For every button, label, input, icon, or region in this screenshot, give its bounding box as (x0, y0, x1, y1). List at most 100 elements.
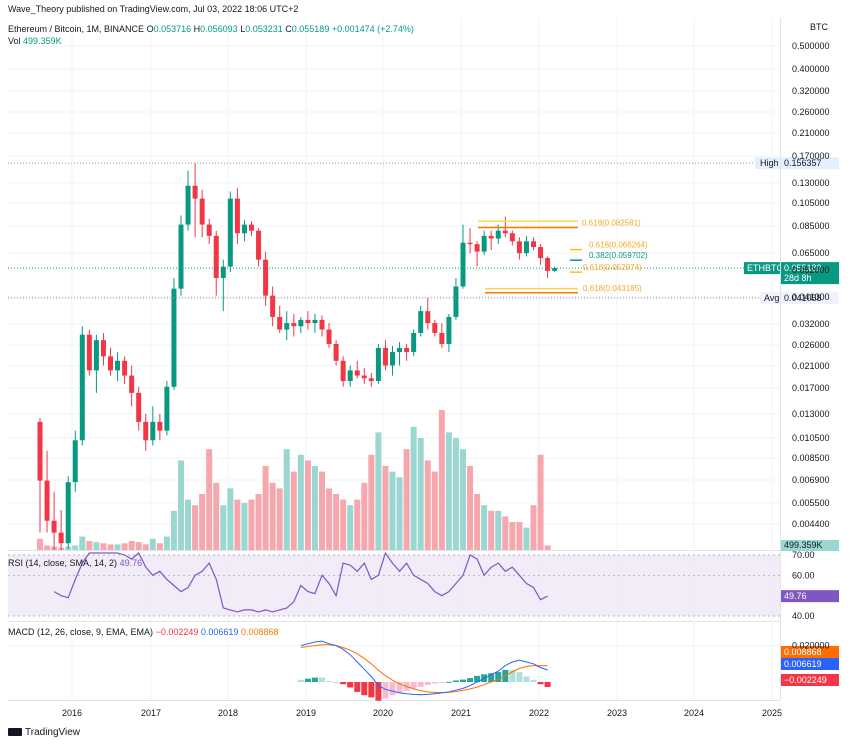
candle-body (164, 386, 170, 431)
candle-body (552, 268, 558, 271)
candle-body (227, 198, 233, 267)
candle-body (312, 319, 318, 324)
vol-badge-bg (781, 540, 839, 551)
volume-bar (213, 482, 220, 550)
volume-bar (333, 494, 340, 550)
candle-body (213, 235, 219, 279)
publisher-note: Wave_Theory published on TradingView.com… (8, 4, 299, 14)
volume-bar (311, 466, 318, 550)
macd-histogram-bar (396, 682, 403, 693)
rsi-legend: RSI (14, close, SMA, 14, 2) 49.76 (8, 558, 142, 568)
symbol-name: Ethereum / Bitcoin, 1M, BINANCE (8, 24, 145, 34)
candle-body (284, 323, 290, 330)
volume-bar (495, 510, 502, 550)
candle-body (404, 347, 410, 353)
volume-bar (368, 454, 375, 550)
candle-body (199, 198, 205, 225)
volume-bar (156, 543, 163, 550)
candle-body (185, 185, 191, 225)
macd-hist-value: −0.002249 (155, 627, 199, 637)
candle-body (488, 235, 494, 239)
high-label: High (760, 158, 779, 168)
volume-bar (297, 454, 304, 550)
macd-line-value: 0.006619 (200, 627, 239, 637)
macd-badge-value: 0.006619 (784, 659, 822, 669)
candles (37, 163, 558, 550)
candle-body (234, 198, 240, 234)
tradingview-logo-icon (8, 728, 22, 737)
volume-bar (255, 494, 262, 550)
volume-bar (234, 499, 241, 550)
low-value: 0.053231 (245, 24, 283, 34)
candle-body (150, 421, 156, 441)
tradingview-brand[interactable]: TradingView (8, 727, 80, 738)
fib-label: 0.382(0.059702) (589, 251, 648, 260)
volume-bar (100, 543, 107, 550)
candle-body (333, 343, 339, 361)
x-tick-label: 2017 (141, 708, 161, 718)
volume-bar (37, 538, 43, 550)
macd-legend: MACD (12, 26, close, 9, EMA, EMA) −0.002… (8, 627, 278, 637)
price-tick-label: 0.170000 (792, 151, 830, 161)
volume-value: 499.359K (23, 36, 62, 46)
candle-body (51, 520, 57, 533)
volume-bar (192, 505, 199, 550)
macd-histogram-bar (347, 682, 354, 688)
x-tick-label: 2021 (451, 708, 471, 718)
candle-body (319, 319, 325, 330)
candle-body (516, 241, 522, 254)
high-badge-value: 0.156357 (784, 158, 822, 168)
avg-label: Avg (764, 293, 779, 303)
volume-bar (474, 494, 481, 550)
candle-body (474, 244, 480, 252)
volume-bar (304, 460, 311, 550)
fib-label: 0.618(0.082581) (582, 218, 641, 227)
volume-bar (516, 522, 523, 550)
volume-bar (170, 510, 177, 550)
high-badge-bg (781, 157, 839, 170)
vol-badge-value: 499.359K (784, 540, 823, 550)
price-tick-label: 0.500000 (792, 41, 830, 51)
price-tick-label: 0.005500 (792, 498, 830, 508)
rsi-badge-bg (781, 590, 839, 603)
last-price-badge-bg (781, 262, 839, 285)
volume-bar (326, 488, 333, 550)
brand-name: TradingView (25, 727, 81, 738)
candle-body (192, 185, 198, 199)
volume-bar (86, 541, 93, 550)
macd-signal-value: 0.008868 (240, 627, 279, 637)
candle-body (390, 352, 395, 366)
rsi-line (53, 551, 548, 613)
macd-histogram-bar (438, 682, 445, 683)
volume-bar (375, 432, 382, 550)
macd-histogram-bar (297, 679, 304, 682)
change-value: +0.001474 (+2.74%) (331, 24, 414, 34)
price-tick-label: 0.013000 (792, 409, 830, 419)
volume-bar (445, 432, 452, 550)
x-tick-label: 2023 (607, 708, 627, 718)
volume-bar (163, 536, 170, 550)
macd-histogram-bar (445, 681, 452, 683)
candle-body (453, 286, 459, 317)
candle-body (263, 259, 269, 296)
macd-histogram-bar (382, 682, 389, 699)
price-tick-label: 0.320000 (792, 86, 830, 96)
candle-body (86, 334, 92, 371)
candle-body (523, 241, 529, 254)
macd-histogram-bar (375, 682, 382, 701)
countdown-value: 28d 8h (784, 273, 812, 283)
volume-bar (467, 466, 474, 550)
volume-bar (142, 544, 149, 550)
ticker-label: ETHBTC (747, 263, 784, 273)
volume-bar (276, 488, 283, 550)
macd-histogram-bar (495, 672, 502, 682)
volume-bar (523, 527, 530, 550)
x-tick-label: 2018 (218, 708, 238, 718)
candle-body (432, 323, 438, 333)
macd-histogram-bar (467, 678, 474, 682)
candle-body (397, 347, 403, 353)
macd-histogram-bar (361, 682, 368, 696)
volume-bar (424, 460, 431, 550)
